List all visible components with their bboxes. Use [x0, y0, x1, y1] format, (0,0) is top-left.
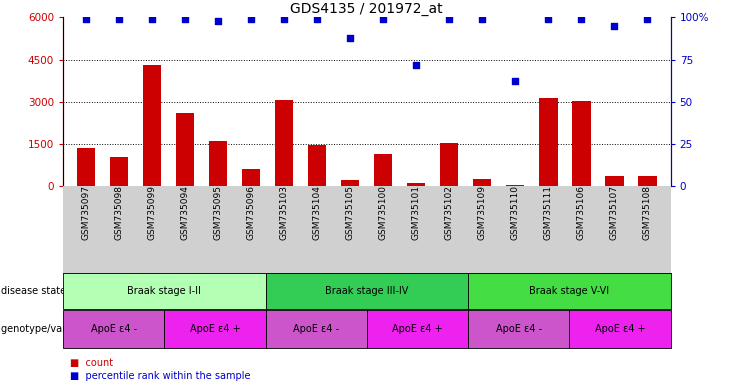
Text: ■  percentile rank within the sample: ■ percentile rank within the sample — [70, 371, 251, 381]
Point — [345, 35, 356, 41]
Point — [576, 16, 588, 22]
Text: ApoE ε4 -: ApoE ε4 - — [496, 324, 542, 334]
Text: ApoE ε4 +: ApoE ε4 + — [392, 324, 442, 334]
Bar — [605, 176, 623, 186]
Bar — [308, 146, 326, 186]
Text: genotype/variation  ▶: genotype/variation ▶ — [1, 324, 107, 334]
Bar — [341, 180, 359, 186]
Bar — [506, 185, 525, 186]
Bar — [77, 148, 95, 186]
Point — [80, 16, 92, 22]
Point — [311, 16, 323, 22]
Bar — [639, 175, 657, 186]
Text: disease state  ▶: disease state ▶ — [1, 286, 79, 296]
Point — [642, 16, 654, 22]
Bar — [209, 141, 227, 186]
Text: Braak stage III-IV: Braak stage III-IV — [325, 286, 408, 296]
Point — [279, 16, 290, 22]
Bar — [374, 154, 393, 186]
Point — [146, 16, 158, 22]
Bar — [143, 65, 162, 186]
Bar — [572, 101, 591, 186]
Bar — [176, 113, 194, 186]
Bar — [473, 179, 491, 186]
Point — [476, 16, 488, 22]
Bar — [408, 184, 425, 186]
Text: ApoE ε4 -: ApoE ε4 - — [90, 324, 136, 334]
Text: Braak stage I-II: Braak stage I-II — [127, 286, 202, 296]
Point — [179, 16, 191, 22]
Point — [377, 16, 389, 22]
Text: Braak stage V-VI: Braak stage V-VI — [529, 286, 609, 296]
Bar — [539, 98, 557, 186]
Point — [542, 16, 554, 22]
Point — [113, 16, 125, 22]
Text: ApoE ε4 +: ApoE ε4 + — [595, 324, 645, 334]
Text: ApoE ε4 +: ApoE ε4 + — [190, 324, 240, 334]
Point — [608, 23, 620, 29]
Point — [245, 16, 257, 22]
Point — [411, 61, 422, 68]
Title: GDS4135 / 201972_at: GDS4135 / 201972_at — [290, 2, 443, 16]
Point — [212, 18, 224, 24]
Point — [443, 16, 455, 22]
Bar — [110, 157, 128, 186]
Text: ApoE ε4 -: ApoE ε4 - — [293, 324, 339, 334]
Text: ■  count: ■ count — [70, 358, 113, 368]
Bar — [440, 144, 459, 186]
Point — [510, 78, 522, 84]
Bar — [275, 100, 293, 186]
Bar — [242, 169, 260, 186]
